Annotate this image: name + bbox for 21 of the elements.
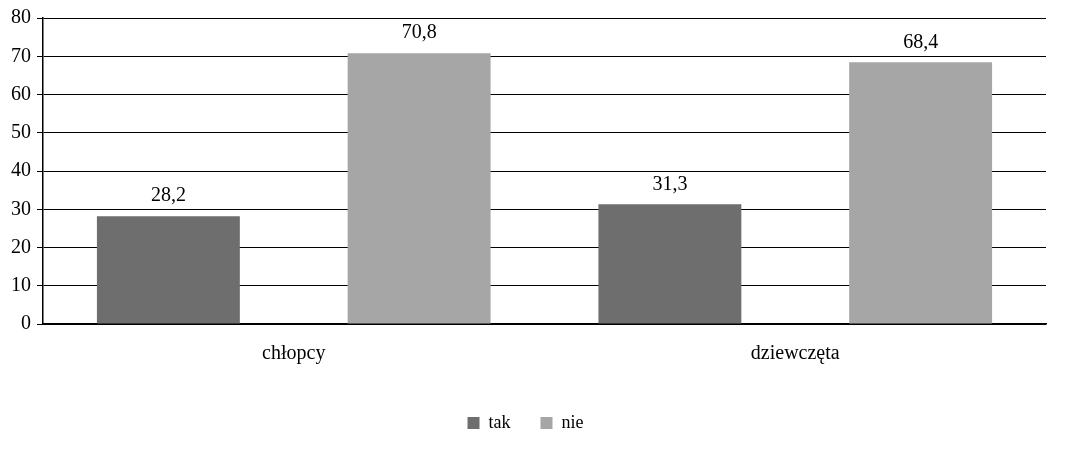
y-tick-label: 30 <box>11 196 31 219</box>
data-label: 68,4 <box>903 29 939 52</box>
x-tick-label: chłopcy <box>262 341 326 365</box>
bar <box>347 53 491 324</box>
y-tick-label: 10 <box>11 273 31 295</box>
data-label: 28,2 <box>150 183 186 206</box>
legend-label: tak <box>488 411 511 432</box>
y-tick-label: 60 <box>11 81 31 104</box>
x-tick-label: dziewczęta <box>750 341 840 365</box>
data-label: 70,8 <box>401 20 437 43</box>
legend-label: nie <box>561 411 584 432</box>
y-tick-label: 40 <box>11 158 31 181</box>
y-tick-label: 80 <box>11 5 31 28</box>
bar <box>96 216 240 324</box>
y-tick-label: 20 <box>11 234 31 257</box>
bar <box>849 62 993 324</box>
bar <box>598 204 742 324</box>
data-label: 31,3 <box>652 171 688 194</box>
y-tick-label: 50 <box>11 120 31 142</box>
y-tick-label: 70 <box>11 43 31 66</box>
y-tick-label: 0 <box>21 311 31 334</box>
